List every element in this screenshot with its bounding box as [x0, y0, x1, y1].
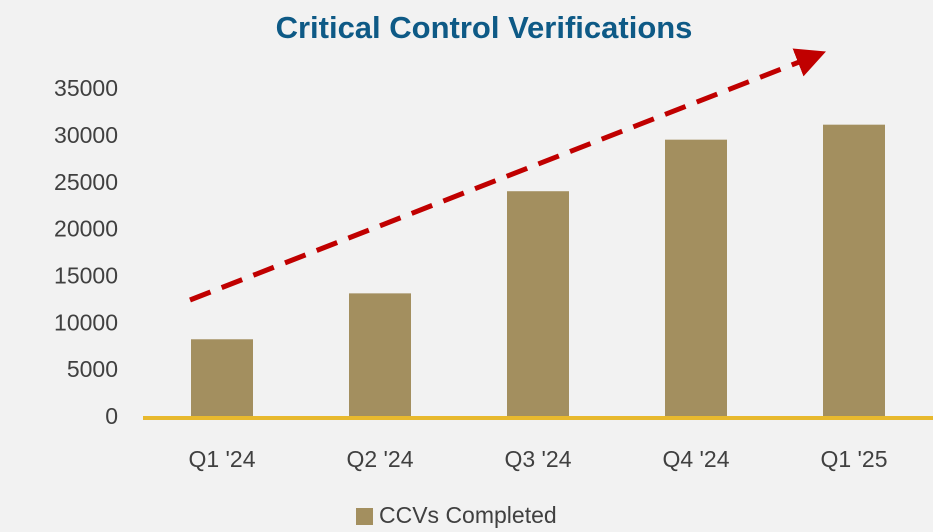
y-tick-label: 35000 [54, 75, 118, 101]
x-tick-label: Q1 '24 [188, 446, 255, 472]
y-tick-label: 30000 [54, 122, 118, 148]
y-tick-label: 15000 [54, 263, 118, 289]
legend-label: CCVs Completed [379, 502, 557, 528]
x-tick-label: Q4 '24 [662, 446, 729, 472]
bar [665, 139, 727, 418]
trend-arrow [189, 48, 826, 303]
bar [507, 191, 569, 418]
x-tick-label: Q1 '25 [820, 446, 887, 472]
y-tick-label: 20000 [54, 216, 118, 242]
legend-swatch [356, 508, 373, 525]
y-tick-label: 5000 [67, 356, 118, 382]
bar [191, 339, 253, 418]
y-tick-label: 0 [105, 403, 118, 429]
x-tick-label: Q3 '24 [504, 446, 571, 472]
y-tick-label: 25000 [54, 169, 118, 195]
bar [349, 293, 411, 418]
y-tick-label: 10000 [54, 309, 118, 335]
chart-title: Critical Control Verifications [276, 10, 693, 45]
bar [823, 124, 885, 418]
x-tick-label: Q2 '24 [346, 446, 413, 472]
